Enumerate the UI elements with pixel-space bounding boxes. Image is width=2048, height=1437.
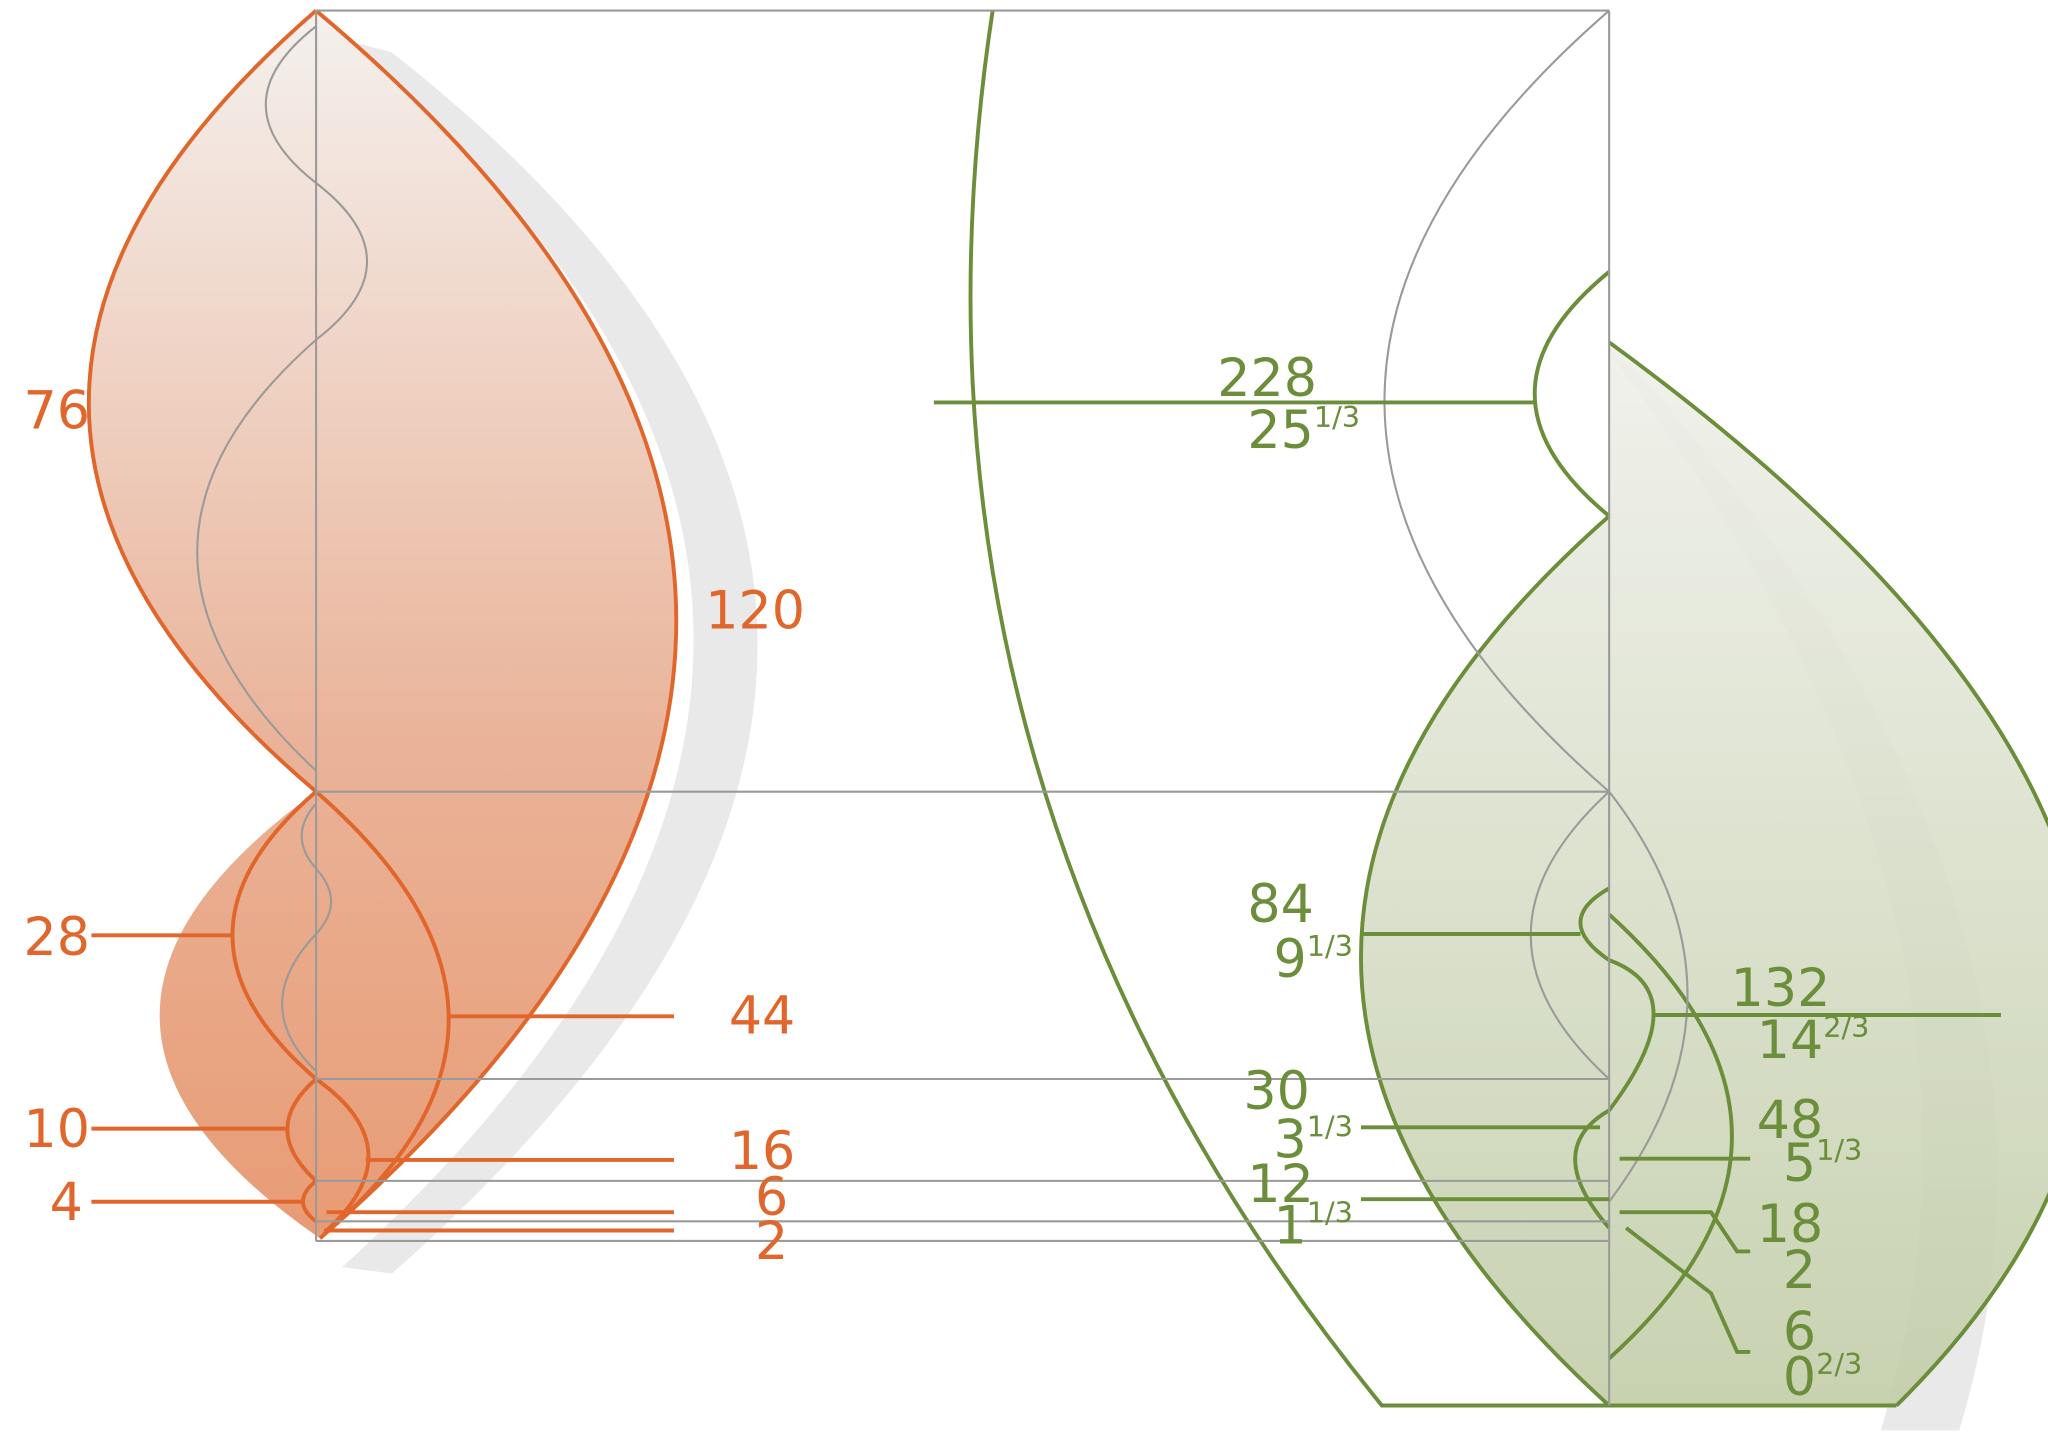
label-fraction: 1/3 [1816, 1133, 1862, 1167]
label-fraction: 1/3 [1307, 1109, 1353, 1143]
label-bottom: 11/3 [1273, 1196, 1352, 1257]
label-bottom: 251/3 [1247, 400, 1360, 461]
label: 76 [24, 382, 90, 442]
label-top: 18 [1757, 1195, 1823, 1255]
label: 44 [729, 986, 795, 1046]
label-top: 6 [1783, 1302, 1816, 1362]
label-whole: 0 [1783, 1348, 1816, 1408]
label: 28 [24, 908, 90, 968]
label: 4 [50, 1173, 83, 1233]
green-shapes [968, 9, 2048, 1408]
label-whole: 5 [1783, 1134, 1816, 1194]
label-bottom: 02/3 [1783, 1347, 1862, 1408]
label-fraction: 1/3 [1307, 1196, 1353, 1230]
label-fraction: 1/3 [1314, 400, 1360, 434]
label: 16 [729, 1122, 795, 1182]
label-bottom: 142/3 [1757, 1010, 1870, 1071]
orange-shapes [87, 9, 679, 1240]
orange-labels: 76 120 28 44 10 16 4 6 2 [24, 382, 805, 1273]
label-bottom: 2 [1783, 1241, 1816, 1301]
label-top: 30 [1243, 1062, 1309, 1122]
label: 6 [755, 1168, 788, 1228]
label-whole: 14 [1757, 1011, 1823, 1071]
label-fraction: 1/3 [1307, 929, 1353, 963]
label-bottom: 91/3 [1273, 929, 1352, 990]
label-whole: 2 [1783, 1241, 1816, 1301]
label-fraction: 2/3 [1816, 1347, 1862, 1381]
label-bottom: 51/3 [1783, 1133, 1862, 1194]
label: 120 [705, 581, 805, 641]
label-top: 228 [1217, 349, 1317, 409]
label-whole: 9 [1273, 930, 1306, 990]
label-fraction: 2/3 [1823, 1010, 1869, 1044]
label-whole: 3 [1273, 1110, 1306, 1170]
label: 2 [755, 1212, 788, 1272]
label-bottom: 31/3 [1273, 1109, 1352, 1170]
label-whole: 1 [1273, 1197, 1306, 1257]
label: 10 [24, 1100, 90, 1160]
label-top: 132 [1731, 959, 1831, 1019]
label-whole: 25 [1247, 401, 1313, 461]
label-top: 12 [1247, 1155, 1313, 1215]
leader-lines [91, 400, 2001, 1354]
label-top: 48 [1757, 1091, 1823, 1151]
label-top: 84 [1247, 875, 1313, 935]
frame-lines [315, 9, 1611, 1406]
